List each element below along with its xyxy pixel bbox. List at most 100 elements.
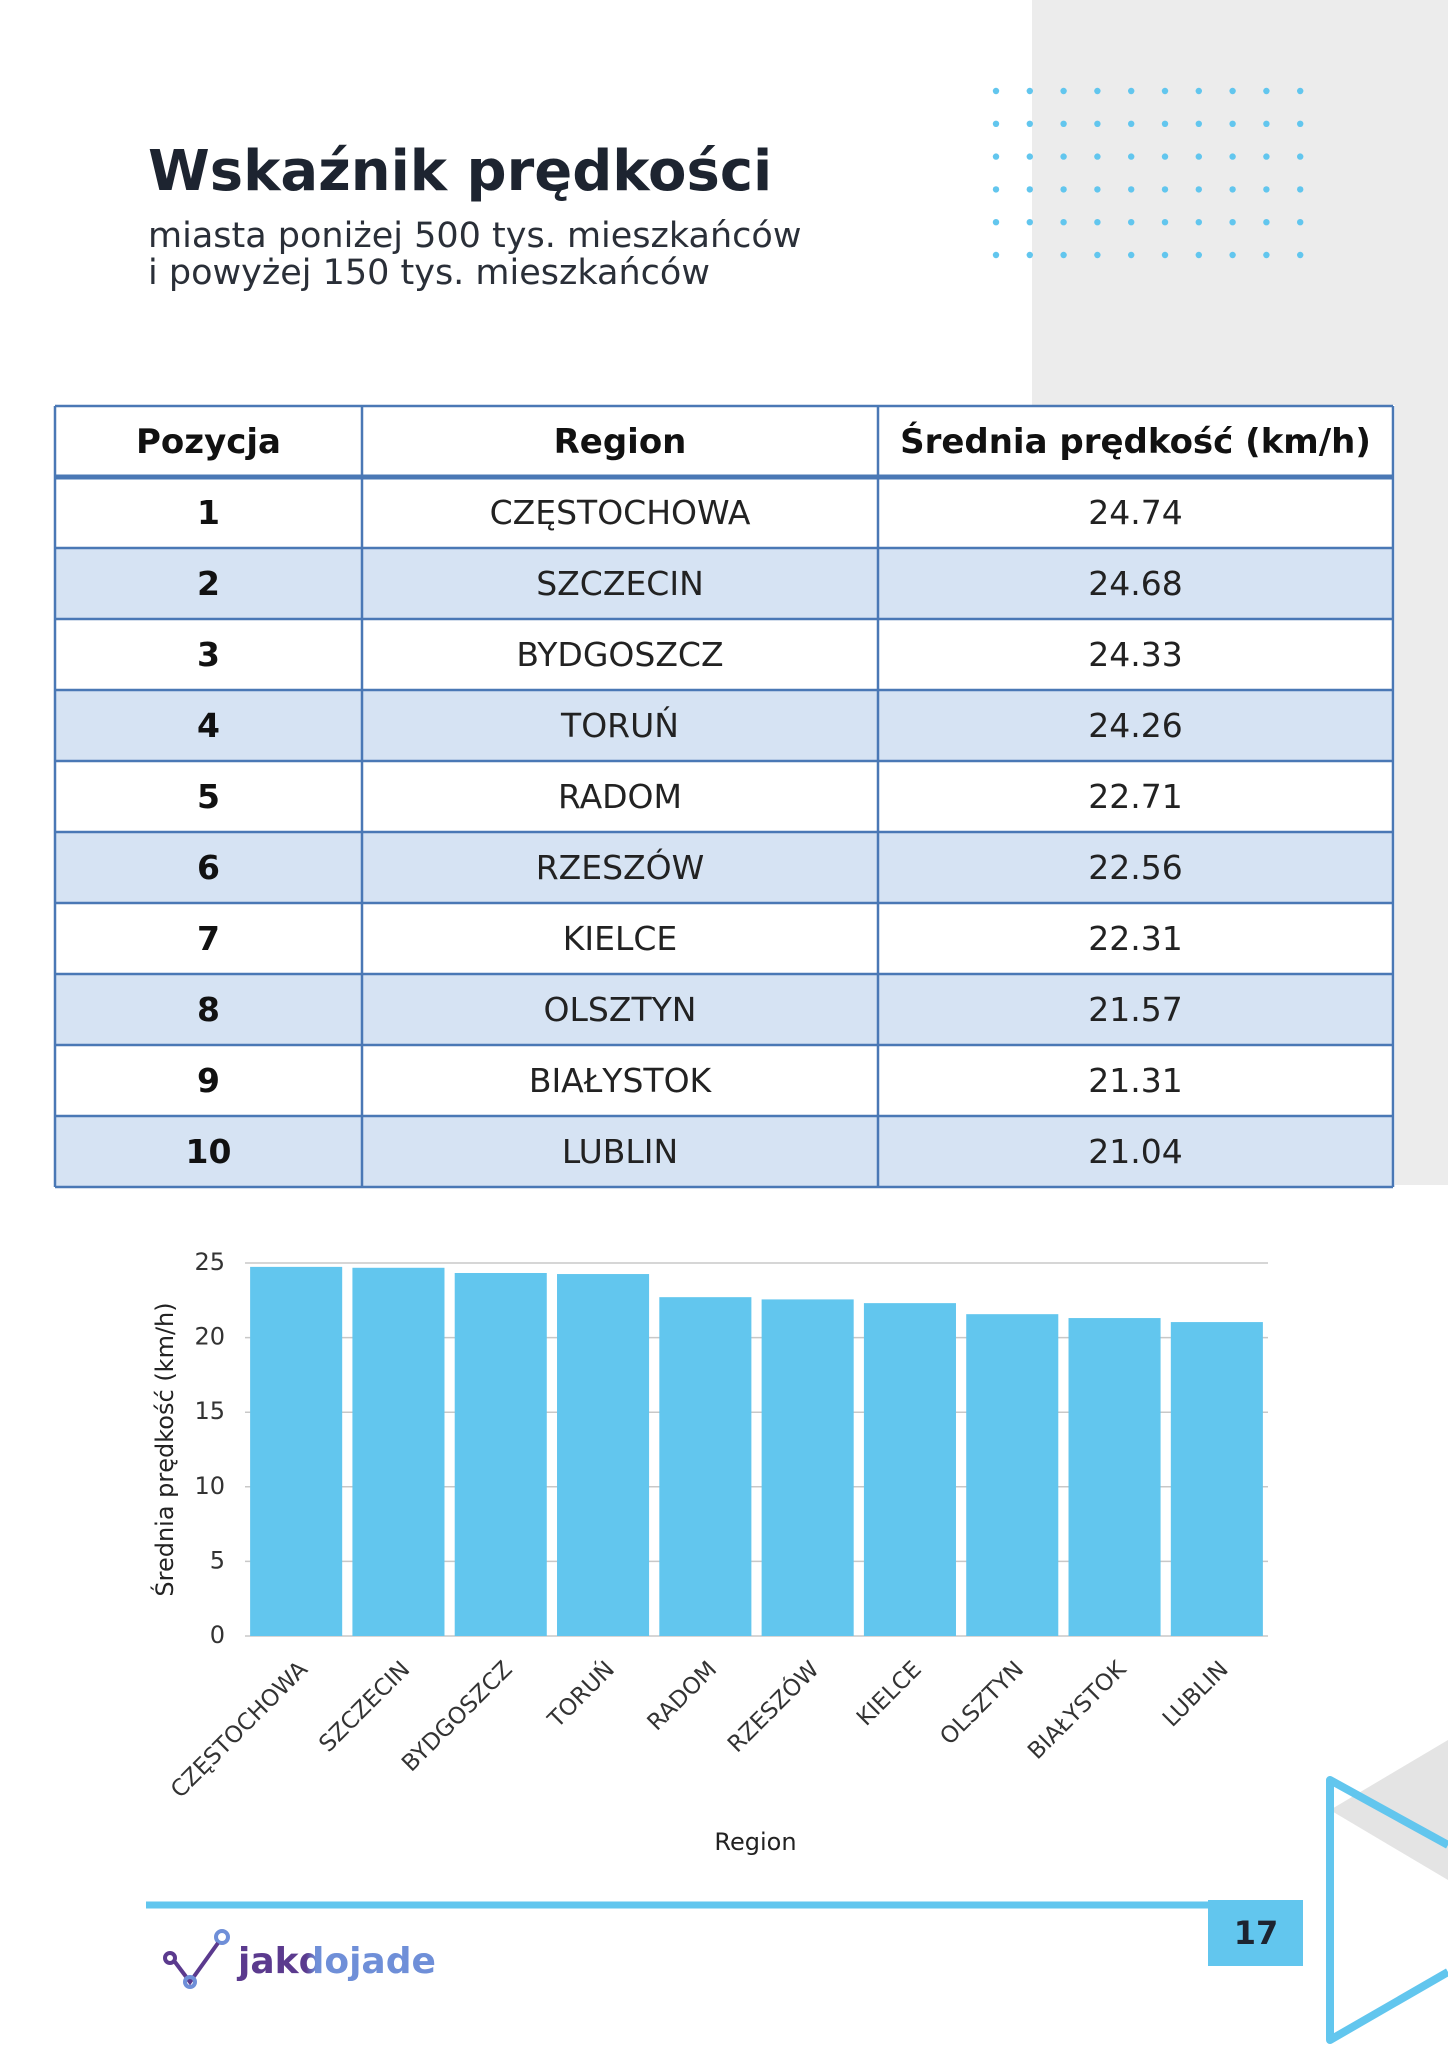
dot bbox=[1128, 120, 1135, 128]
dot bbox=[1161, 219, 1169, 226]
dot bbox=[1297, 186, 1304, 193]
dot bbox=[1060, 153, 1067, 160]
table-cell: RZESZÓW bbox=[536, 847, 705, 887]
table-cell: 24.74 bbox=[1088, 493, 1182, 532]
table-cell: SZCZECIN bbox=[536, 564, 704, 603]
x-tick-label: RADOM bbox=[643, 1656, 723, 1736]
dot bbox=[1263, 251, 1270, 259]
page-number-box bbox=[1208, 1900, 1303, 1966]
dot bbox=[1094, 120, 1101, 128]
dot bbox=[1060, 87, 1067, 95]
dot bbox=[1161, 87, 1169, 95]
table-cell: 21.57 bbox=[1088, 990, 1182, 1029]
table-cell: 21.31 bbox=[1088, 1061, 1182, 1100]
dot bbox=[1026, 219, 1034, 226]
dot bbox=[992, 120, 1000, 128]
dot bbox=[1195, 153, 1203, 160]
table-cell: TORUŃ bbox=[560, 705, 679, 745]
table-row-bg bbox=[55, 1116, 1393, 1187]
dot-grid bbox=[992, 87, 1304, 259]
table-cell: 22.71 bbox=[1088, 777, 1182, 816]
deco-triangle bbox=[1326, 1776, 1448, 2044]
bar bbox=[557, 1274, 650, 1636]
table-cell: LUBLIN bbox=[562, 1132, 678, 1171]
dot bbox=[1195, 186, 1203, 193]
dot bbox=[1229, 120, 1236, 128]
logo-text: jakdojade bbox=[236, 1941, 436, 1982]
dot bbox=[1297, 87, 1304, 95]
table-row-bg bbox=[55, 1045, 1393, 1116]
dot bbox=[1297, 219, 1304, 226]
dot bbox=[1094, 219, 1101, 226]
bar bbox=[454, 1272, 547, 1636]
dot bbox=[1128, 251, 1135, 259]
dot bbox=[1060, 120, 1067, 128]
dot bbox=[1229, 186, 1236, 193]
logo-icon bbox=[163, 1929, 230, 1989]
dot bbox=[1195, 219, 1203, 226]
table-row-bg bbox=[55, 832, 1393, 903]
table-row-bg bbox=[55, 690, 1393, 761]
dot bbox=[1229, 251, 1236, 259]
table-header: Pozycja bbox=[136, 422, 281, 462]
bar bbox=[659, 1297, 752, 1636]
table-row-bg bbox=[55, 619, 1393, 690]
x-tick-label: BIAŁYSTOK bbox=[1023, 1656, 1132, 1765]
table-cell: BYDGOSZCZ bbox=[516, 635, 723, 674]
table-cell: BIAŁYSTOK bbox=[529, 1061, 713, 1100]
table-cell: 8 bbox=[197, 990, 220, 1029]
dot bbox=[1229, 153, 1236, 160]
y-axis-label: Średnia prędkość (km/h) bbox=[149, 1302, 179, 1596]
x-tick-label: OLSZTYN bbox=[935, 1656, 1029, 1750]
dot bbox=[1094, 87, 1101, 95]
bar bbox=[1068, 1318, 1161, 1636]
dot bbox=[1128, 186, 1135, 193]
dot bbox=[1026, 87, 1034, 95]
dot bbox=[1263, 186, 1270, 193]
table-cell: KIELCE bbox=[563, 919, 678, 958]
table-cell: 22.31 bbox=[1088, 919, 1182, 958]
page-number: 17 bbox=[1234, 1914, 1279, 1952]
title: Wskaźnik prędkości bbox=[148, 139, 772, 204]
dot bbox=[1263, 153, 1270, 160]
dot bbox=[1195, 87, 1203, 95]
dot bbox=[1060, 251, 1067, 259]
dot bbox=[1263, 120, 1270, 128]
x-tick-label: LUBLIN bbox=[1158, 1656, 1234, 1732]
subtitle: miasta poniżej 500 tys. mieszkańców bbox=[148, 216, 801, 256]
table-cell: 2 bbox=[197, 564, 220, 603]
dot bbox=[1128, 87, 1135, 95]
table-header: Region bbox=[554, 422, 687, 462]
bar bbox=[966, 1314, 1059, 1636]
dot bbox=[992, 186, 1000, 193]
dot bbox=[1161, 251, 1169, 259]
table-row-bg bbox=[55, 761, 1393, 832]
y-tick-label: 5 bbox=[210, 1546, 225, 1574]
table-row-bg bbox=[55, 548, 1393, 619]
dot bbox=[1026, 120, 1034, 128]
table-cell: 21.04 bbox=[1088, 1132, 1182, 1171]
dot bbox=[1026, 251, 1034, 259]
table-cell: 24.68 bbox=[1088, 564, 1182, 603]
x-tick-label: BYDGOSZCZ bbox=[397, 1656, 517, 1776]
table-row-bg bbox=[55, 903, 1393, 974]
x-tick-label: TORUŃ bbox=[541, 1655, 620, 1734]
table-cell: 3 bbox=[197, 635, 220, 674]
table-cell: 7 bbox=[197, 919, 220, 958]
dot bbox=[1094, 251, 1101, 259]
y-tick-label: 10 bbox=[194, 1472, 225, 1500]
dot bbox=[1195, 251, 1203, 259]
dot bbox=[1263, 219, 1270, 226]
table-cell: 6 bbox=[197, 848, 220, 887]
dot bbox=[1161, 186, 1169, 193]
bg-panel bbox=[1032, 0, 1448, 405]
dot bbox=[1128, 219, 1135, 226]
bar bbox=[1170, 1322, 1263, 1636]
dot bbox=[1094, 186, 1101, 193]
table-cell: 22.56 bbox=[1088, 848, 1182, 887]
table: Pozycja Region Średnia prędkość (km/h) 1 CZĘ… bbox=[53, 404, 1395, 1189]
bar bbox=[761, 1299, 854, 1636]
dot bbox=[1060, 186, 1067, 193]
x-tick-label: RZESZÓW bbox=[722, 1655, 825, 1758]
